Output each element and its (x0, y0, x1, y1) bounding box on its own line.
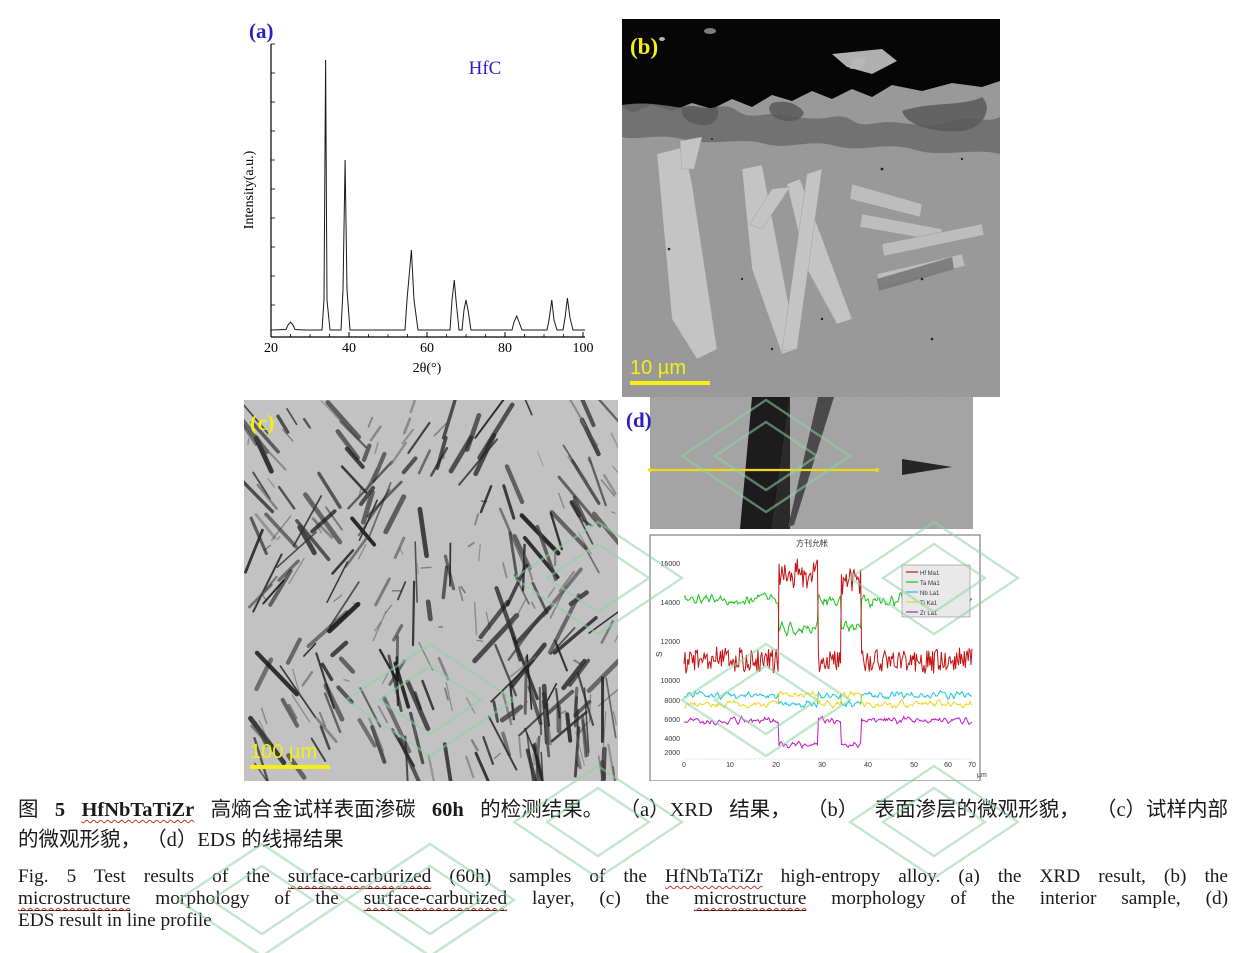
svg-text:70: 70 (968, 762, 976, 769)
svg-text:2θ(°): 2θ(°) (413, 361, 442, 376)
svg-text:80: 80 (498, 341, 512, 356)
svg-text:60: 60 (944, 762, 952, 769)
svg-text:40: 40 (864, 762, 872, 769)
svg-text:30: 30 (818, 762, 826, 769)
svg-text:6000: 6000 (664, 717, 680, 724)
svg-text:µm: µm (977, 772, 987, 779)
svg-text:10 µm: 10 µm (630, 357, 686, 379)
svg-text:2000: 2000 (664, 750, 680, 757)
svg-text:Nb La1: Nb La1 (920, 591, 940, 597)
svg-text:50: 50 (910, 762, 918, 769)
svg-text:16000: 16000 (661, 561, 681, 568)
svg-text:20: 20 (772, 762, 780, 769)
svg-text:Intensity(a.u.): Intensity(a.u.) (242, 150, 257, 229)
svg-text:10: 10 (726, 762, 734, 769)
svg-text:100: 100 (573, 341, 594, 356)
svg-text:(d): (d) (626, 408, 652, 432)
svg-text:20: 20 (264, 341, 278, 356)
svg-text:(c): (c) (250, 410, 274, 435)
svg-text:14000: 14000 (661, 600, 681, 607)
svg-text:方刊允帐: 方刊允帐 (796, 538, 828, 548)
svg-text:12000: 12000 (661, 639, 681, 646)
svg-text:60: 60 (420, 341, 434, 356)
svg-text:40: 40 (342, 341, 356, 356)
svg-text:Zr La1: Zr La1 (920, 611, 938, 617)
svg-text:Ti Ka1: Ti Ka1 (920, 601, 938, 607)
svg-text:Ta Ma1: Ta Ma1 (920, 581, 940, 587)
svg-text:8000: 8000 (664, 698, 680, 705)
svg-text:HfC: HfC (469, 58, 502, 79)
svg-text:100 µm: 100 µm (250, 741, 317, 763)
svg-text:4000: 4000 (664, 736, 680, 743)
svg-text:(b): (b) (630, 34, 658, 59)
svg-text:10000: 10000 (661, 678, 681, 685)
svg-text:Hf Ma1: Hf Ma1 (920, 571, 940, 577)
svg-text:S: S (655, 652, 664, 657)
svg-text:0: 0 (682, 762, 686, 769)
